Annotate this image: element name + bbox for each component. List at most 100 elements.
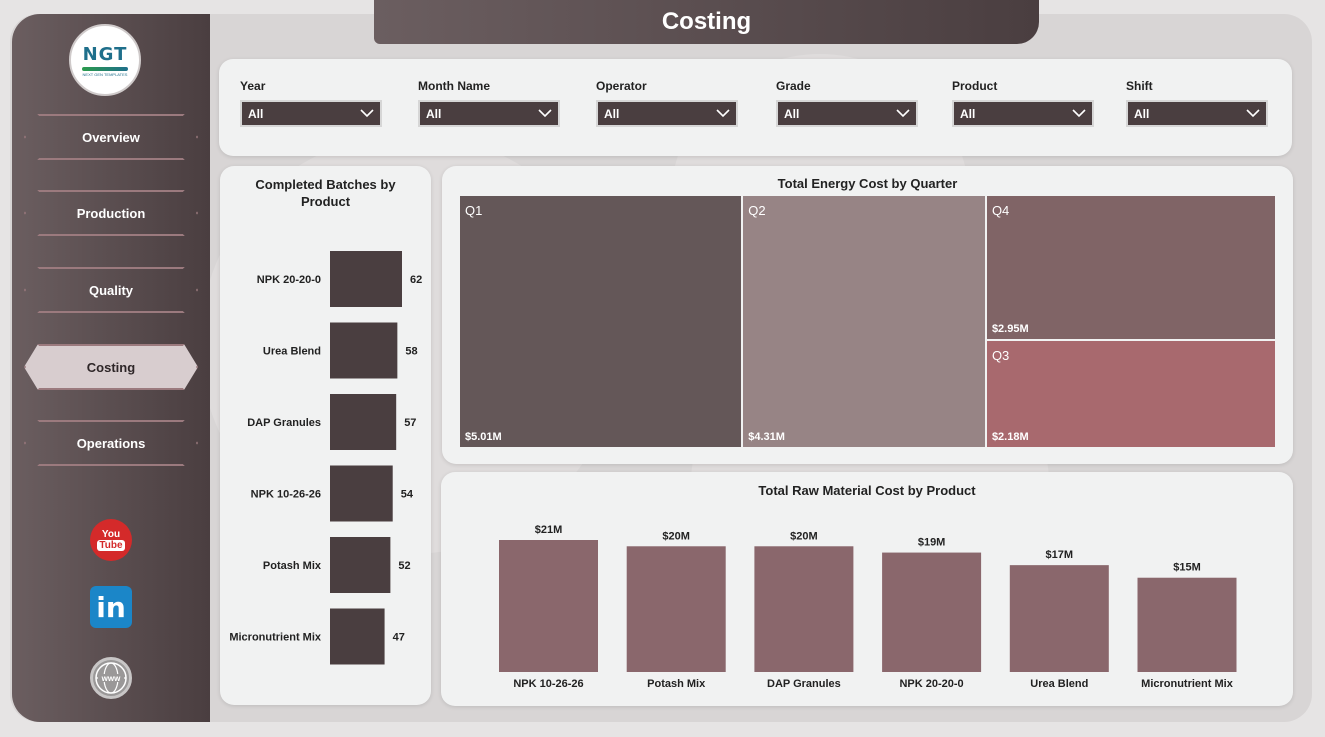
raw-material-value-label: $15M [1173,562,1201,574]
nav-production-button[interactable]: Production [24,190,198,236]
logo-text: NGT [82,43,128,65]
chevron-down-icon [538,109,552,118]
raw-material-category-label: NPK 10-26-26 [513,678,583,690]
nav-overview-button[interactable]: Overview [24,114,198,160]
raw-material-value-label: $21M [535,524,563,536]
completed-batches-card: Completed Batches by Product NPK 20-20-0… [220,166,431,705]
batch-bar[interactable] [330,537,391,593]
raw-material-value-label: $19M [918,537,946,549]
batch-value-label: 54 [401,489,414,501]
filter-month: Month Name All [418,79,560,127]
batch-bar[interactable] [330,465,393,522]
treemap-tile-q1[interactable]: Q1 $5.01M [460,196,742,447]
raw-material-value-label: $17M [1046,549,1074,561]
batch-category-label: Potash Mix [263,560,322,572]
nav-operations-button[interactable]: Operations [24,420,198,466]
raw-material-category-label: Urea Blend [1030,678,1088,690]
raw-material-bar[interactable] [499,540,598,672]
raw-material-bar[interactable] [754,546,854,672]
raw-material-bar[interactable] [1009,565,1109,672]
batch-category-label: Micronutrient Mix [229,632,322,644]
raw-material-title: Total Raw Material Cost by Product [758,483,976,498]
website-text: www [101,674,121,683]
dropdown-value: All [426,106,442,121]
filter-operator: Operator All [596,79,738,127]
treemap-tile-label: Q3 [991,348,1010,364]
chevron-down-icon [1072,109,1086,118]
dropdown-value: All [960,106,976,121]
nav-label: Production [76,205,146,221]
energy-cost-treemap: Q1 $5.01M Q2 $4.31M Q4 $2.95M Q3 $2.18M [460,196,1277,449]
raw-material-bar[interactable] [626,546,726,672]
treemap-tile-value: $2.18M [991,430,1029,443]
year-dropdown[interactable]: All [240,100,382,127]
treemap-tile-label: Q4 [991,203,1010,218]
dropdown-value: All [248,106,264,121]
treemap-tile-value: $4.31M [748,431,785,443]
nav-quality-button[interactable]: Quality [24,267,198,313]
batch-category-label: Urea Blend [263,346,321,358]
batch-category-label: NPK 10-26-26 [251,489,321,501]
completed-batches-chart: NPK 20-20-0 62 Urea Blend 58 DAP Granules 57 N… [229,251,422,665]
treemap-tile-label: Q1 [465,203,483,218]
nav-label: Quality [88,282,134,298]
sidebar: NGT NEXT GEN TEMPLATES Overview Producti… [12,14,210,722]
filter-label: Year [240,79,266,93]
operator-dropdown[interactable]: All [596,100,738,127]
batch-bar[interactable] [330,394,397,450]
filter-year: Year All [240,79,382,127]
logo-swoosh [82,66,128,71]
batch-category-label: NPK 20-20-0 [257,274,321,286]
filter-label: Grade [776,79,811,93]
filter-label: Month Name [418,79,490,93]
batch-bar[interactable] [330,322,398,379]
youtube-text-bottom: Tube [97,540,125,551]
dropdown-value: All [1134,106,1150,121]
treemap-tile-value: $5.01M [465,431,502,443]
energy-cost-title: Total Energy Cost by Quarter [777,176,958,191]
raw-material-category-label: NPK 20-20-0 [899,678,963,690]
raw-material-category-label: Micronutrient Mix [1141,678,1234,690]
grade-dropdown[interactable]: All [776,100,918,127]
linkedin-icon[interactable]: in [90,586,132,628]
linkedin-text: in [96,590,126,624]
filter-shift: Shift All [1126,79,1268,127]
dropdown-value: All [784,106,800,121]
treemap-tile-value: $2.95M [991,323,1029,336]
month-dropdown[interactable]: All [418,100,560,127]
treemap-tile-q4[interactable]: Q4 $2.95M [986,196,1275,340]
batch-value-label: 57 [404,417,416,429]
nav-label: Operations [76,435,146,451]
batch-value-label: 47 [393,632,405,644]
logo-subtitle: NEXT GEN TEMPLATES [82,71,128,77]
batch-value-label: 58 [405,346,417,358]
website-globe-icon[interactable]: www [90,657,132,699]
treemap-tile-q3[interactable]: Q3 $2.18M [986,341,1275,447]
batch-bar[interactable] [330,608,385,665]
batch-bar[interactable] [330,251,402,307]
treemap-tile-label: Q2 [748,203,766,218]
filter-label: Operator [596,79,647,93]
nav-costing-button[interactable]: Costing [24,344,198,390]
chevron-down-icon [1246,109,1260,118]
chevron-down-icon [360,109,374,118]
raw-material-category-label: Potash Mix [647,678,706,690]
shift-dropdown[interactable]: All [1126,100,1268,127]
chevron-down-icon [896,109,910,118]
filter-panel: Year All Month Name All Operator All Gra… [219,59,1292,156]
dropdown-value: All [604,106,620,121]
page-title-tab: Costing [374,0,1039,44]
treemap-tile-q2[interactable]: Q2 $4.31M [743,196,985,447]
batch-category-label: DAP Granules [247,417,321,429]
batch-value-label: 62 [410,274,422,286]
raw-material-bar[interactable] [882,552,982,672]
product-dropdown[interactable]: All [952,100,1094,127]
filter-label: Product [952,79,998,93]
raw-material-value-label: $20M [662,530,690,542]
raw-material-bar[interactable] [1137,577,1237,672]
nav-label: Overview [82,129,140,145]
globe-icon: www [95,662,127,694]
youtube-icon[interactable]: You Tube [90,519,132,561]
chevron-down-icon [716,109,730,118]
energy-cost-card: Total Energy Cost by Quarter Q1 $5.01M Q2 $… [442,166,1293,464]
